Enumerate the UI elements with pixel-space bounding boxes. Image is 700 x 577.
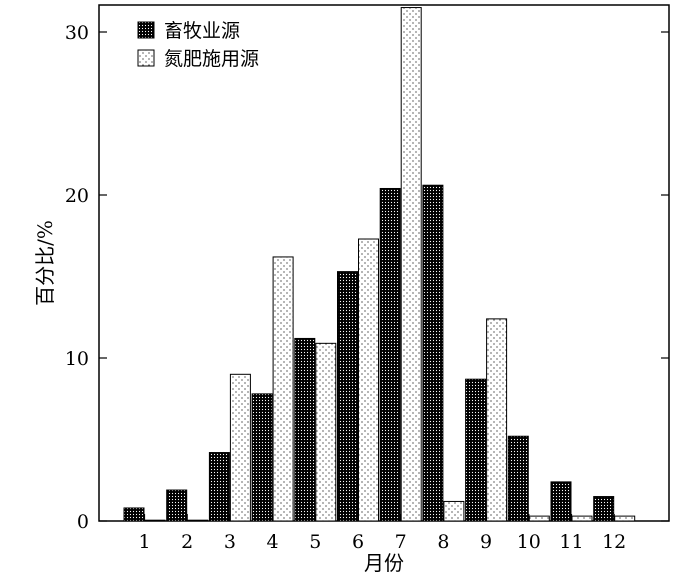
- x-tick-label: 11: [559, 531, 583, 553]
- y-tick-label: 20: [65, 185, 89, 207]
- bar-livestock: [208, 452, 230, 522]
- y-axis-label: 百分比/%: [33, 220, 57, 306]
- bar-livestock: [166, 489, 188, 522]
- bar-livestock: [379, 187, 401, 522]
- x-tick-label: 7: [395, 531, 407, 553]
- y-tick-label: 10: [65, 348, 89, 370]
- bar-fertilizer: [614, 515, 636, 522]
- legend-swatch-livestock: [137, 21, 155, 39]
- y-tick-label: 0: [77, 511, 89, 533]
- bars: [123, 7, 636, 522]
- x-tick-label: 10: [517, 531, 541, 553]
- bar-fertilizer: [315, 342, 337, 522]
- bar-fertilizer: [486, 318, 508, 522]
- x-tick-label: 4: [267, 531, 279, 553]
- bar-fertilizer: [358, 238, 379, 522]
- x-axis-ticks: 1 2 3 4 5 6 7 8 9 10 11 12: [138, 514, 626, 553]
- x-tick-label: 8: [437, 531, 449, 553]
- x-tick-label: 1: [138, 531, 150, 553]
- bar-fertilizer: [272, 256, 294, 522]
- legend-swatch-fertilizer: [137, 49, 155, 67]
- bar-livestock: [465, 378, 487, 522]
- x-tick-label: 3: [224, 531, 236, 553]
- bar-livestock: [422, 184, 444, 522]
- bar-fertilizer: [571, 515, 593, 522]
- bar-livestock: [251, 393, 273, 522]
- bar-fertilizer: [443, 500, 465, 522]
- bar-livestock: [337, 271, 358, 522]
- x-tick-label: 2: [181, 531, 193, 553]
- x-tick-label: 5: [309, 531, 321, 553]
- x-tick-label: 6: [352, 531, 364, 553]
- bar-livestock: [294, 337, 316, 522]
- bar-livestock: [593, 496, 615, 522]
- bar-livestock: [507, 435, 529, 522]
- bar-livestock: [123, 507, 145, 522]
- x-axis-label: 月份: [364, 551, 404, 575]
- y-tick-label: 30: [65, 22, 89, 44]
- legend: 畜牧业源 氮肥施用源: [137, 20, 259, 70]
- bar-fertilizer: [144, 519, 166, 522]
- legend-label-fertilizer: 氮肥施用源: [164, 48, 259, 70]
- x-tick-label: 12: [602, 531, 626, 553]
- bar-fertilizer: [187, 519, 209, 522]
- bar-fertilizer: [528, 515, 550, 522]
- y-axis-ticks: 0 10 20 30: [65, 22, 669, 533]
- bar-fertilizer: [229, 373, 251, 522]
- legend-label-livestock: 畜牧业源: [164, 20, 240, 42]
- bar-fertilizer: [400, 7, 422, 522]
- bar-livestock: [550, 481, 572, 522]
- x-tick-label: 9: [480, 531, 492, 553]
